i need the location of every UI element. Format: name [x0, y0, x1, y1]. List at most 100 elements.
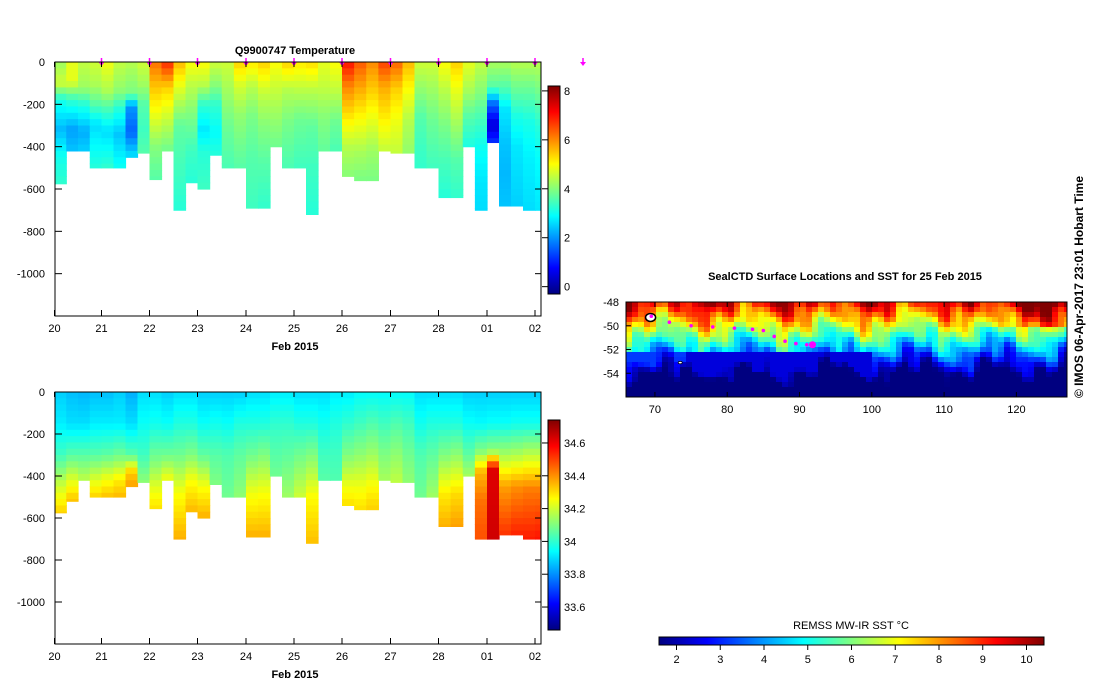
- sst-cell: [650, 362, 657, 368]
- salinity-cell: [185, 467, 199, 475]
- salinity-cell: [318, 461, 331, 469]
- sst-cell: [1022, 387, 1029, 393]
- salinity-cell: [330, 410, 343, 418]
- sst-cell: [1034, 342, 1041, 348]
- temperature-cell: [474, 195, 488, 203]
- temperature-cell: [173, 131, 187, 139]
- salinity-cell: [282, 429, 295, 437]
- sst-cell: [992, 312, 999, 318]
- salinity-cell: [487, 442, 500, 450]
- temperature-cell: [511, 112, 524, 120]
- salinity-cell: [366, 410, 379, 418]
- temperature-cell: [318, 125, 331, 133]
- sst-cell: [938, 332, 945, 338]
- sst-cell: [812, 312, 819, 318]
- sst-cell: [932, 392, 939, 397]
- temperature-cell: [221, 87, 235, 95]
- temperature-cell: [474, 87, 488, 95]
- salinity-cell: [246, 486, 259, 494]
- salinity-cell: [511, 461, 524, 469]
- sst-cell: [938, 372, 945, 378]
- temperature-cell: [450, 131, 464, 139]
- sst-cell: [800, 327, 807, 333]
- sst-cell: [794, 362, 801, 368]
- salinity-x-tick-label: 24: [240, 651, 252, 663]
- sst-cell: [1040, 322, 1047, 328]
- temperature-cell: [342, 87, 355, 95]
- temperature-cell: [378, 87, 392, 95]
- sst-cell: [902, 382, 909, 388]
- temperature-cell: [246, 93, 259, 101]
- salinity-cell: [499, 442, 512, 450]
- salinity-cell: [499, 492, 512, 500]
- sst-cell: [770, 347, 777, 353]
- sst-cell: [884, 382, 891, 388]
- temperature-cell: [474, 144, 488, 152]
- temperature-cell: [246, 144, 259, 152]
- temperature-x-tick-label: 23: [191, 323, 203, 335]
- salinity-cell: [402, 461, 416, 469]
- sst-cell: [662, 347, 669, 353]
- salinity-cell: [414, 436, 428, 443]
- sst-cell: [872, 327, 879, 333]
- sst-cell: [980, 367, 987, 373]
- temperature-cell: [149, 169, 163, 177]
- sst-cell: [830, 307, 837, 313]
- temperature-cell: [270, 144, 283, 148]
- track-point: [732, 326, 737, 330]
- salinity-cell: [438, 436, 452, 443]
- salinity-cell: [354, 505, 367, 511]
- sst-cell: [734, 307, 741, 313]
- sst-cell: [734, 342, 741, 348]
- salinity-cell: [438, 524, 452, 527]
- sst-cell: [692, 337, 699, 343]
- salinity-cell: [294, 423, 307, 431]
- temperature-cell: [414, 112, 428, 120]
- sst-cell: [878, 357, 885, 363]
- temperature-cell: [113, 93, 127, 101]
- sst-cell: [710, 347, 717, 353]
- temperature-cell: [282, 144, 295, 152]
- temperature-cell: [414, 74, 428, 82]
- salinity-cell: [354, 499, 367, 506]
- sst-cell: [896, 377, 903, 383]
- temperature-cell: [474, 182, 488, 190]
- sst-cell: [956, 317, 963, 323]
- temperature-cell: [378, 138, 392, 146]
- sst-cell: [1028, 302, 1035, 308]
- sst-cell: [728, 357, 735, 363]
- salinity-cell: [487, 505, 500, 513]
- salinity-cell: [113, 492, 127, 498]
- sst-cell: [1046, 307, 1053, 313]
- sst-cell: [1064, 322, 1067, 328]
- sst-cell: [932, 342, 939, 348]
- temperature-cell: [474, 62, 488, 69]
- salinity-cell: [55, 417, 67, 425]
- sst-cell: [824, 327, 831, 333]
- salinity-cell: [258, 436, 271, 443]
- temperature-cell: [197, 62, 211, 69]
- sst-cell: [908, 387, 915, 393]
- salinity-cell: [246, 442, 259, 450]
- sst-cell: [746, 382, 753, 388]
- sst-cell: [1052, 372, 1059, 378]
- sst-cell: [776, 327, 783, 333]
- sst-cell: [926, 337, 933, 343]
- sst-cell: [944, 347, 951, 353]
- sst-cell: [962, 392, 969, 397]
- sst-cell: [794, 327, 801, 333]
- salinity-cell: [318, 392, 331, 399]
- sst-cell: [686, 357, 693, 363]
- salinity-cell: [89, 467, 103, 475]
- salinity-cell: [474, 461, 488, 469]
- sst-cell: [926, 342, 933, 348]
- sst-cell: [722, 377, 729, 383]
- sst-cell: [860, 312, 867, 318]
- salinity-cell: [523, 530, 536, 538]
- sst-cell: [938, 322, 945, 328]
- sst-cell: [920, 377, 927, 383]
- temperature-cell: [402, 106, 416, 114]
- sst-cell: [848, 377, 855, 383]
- sst-cell: [812, 372, 819, 378]
- salinity-cell: [499, 486, 512, 494]
